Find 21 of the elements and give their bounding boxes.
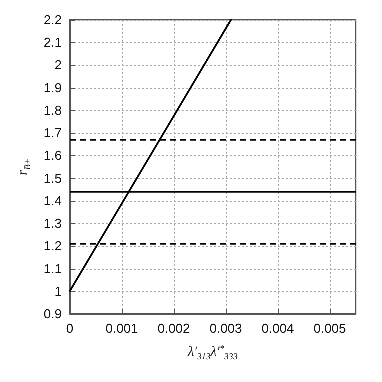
x-tick-label: 0.001 xyxy=(106,321,138,336)
y-tick-label: 1.1 xyxy=(44,261,62,276)
y-tick-label: 1.3 xyxy=(44,216,62,232)
x-tick-label: 0.003 xyxy=(210,321,242,336)
y-tick-label: 1 xyxy=(54,284,62,299)
y-tick-label: 1.5 xyxy=(44,170,62,186)
y-tick-label: 2.2 xyxy=(44,12,62,28)
x-tick-label: 0 xyxy=(66,321,74,336)
y-tick-label: 1.4 xyxy=(44,193,62,208)
x-tick-label: 0.005 xyxy=(314,321,346,336)
y-tick-label: 1.6 xyxy=(44,148,62,164)
y-tick-label: 1.2 xyxy=(44,238,62,254)
y-tick-label: 1.9 xyxy=(44,80,62,96)
y-tick-label: 1.7 xyxy=(44,126,62,141)
y-axis-title: rB+ xyxy=(16,158,32,176)
x-tick-label: 0.004 xyxy=(262,321,294,336)
x-tick-label: 0.002 xyxy=(158,321,190,336)
y-tick-label: 2 xyxy=(54,58,62,73)
y-tick-label: 2.1 xyxy=(44,35,62,50)
y-tick-label: 1.8 xyxy=(44,102,62,118)
y-tick-label: 0.9 xyxy=(44,306,62,322)
